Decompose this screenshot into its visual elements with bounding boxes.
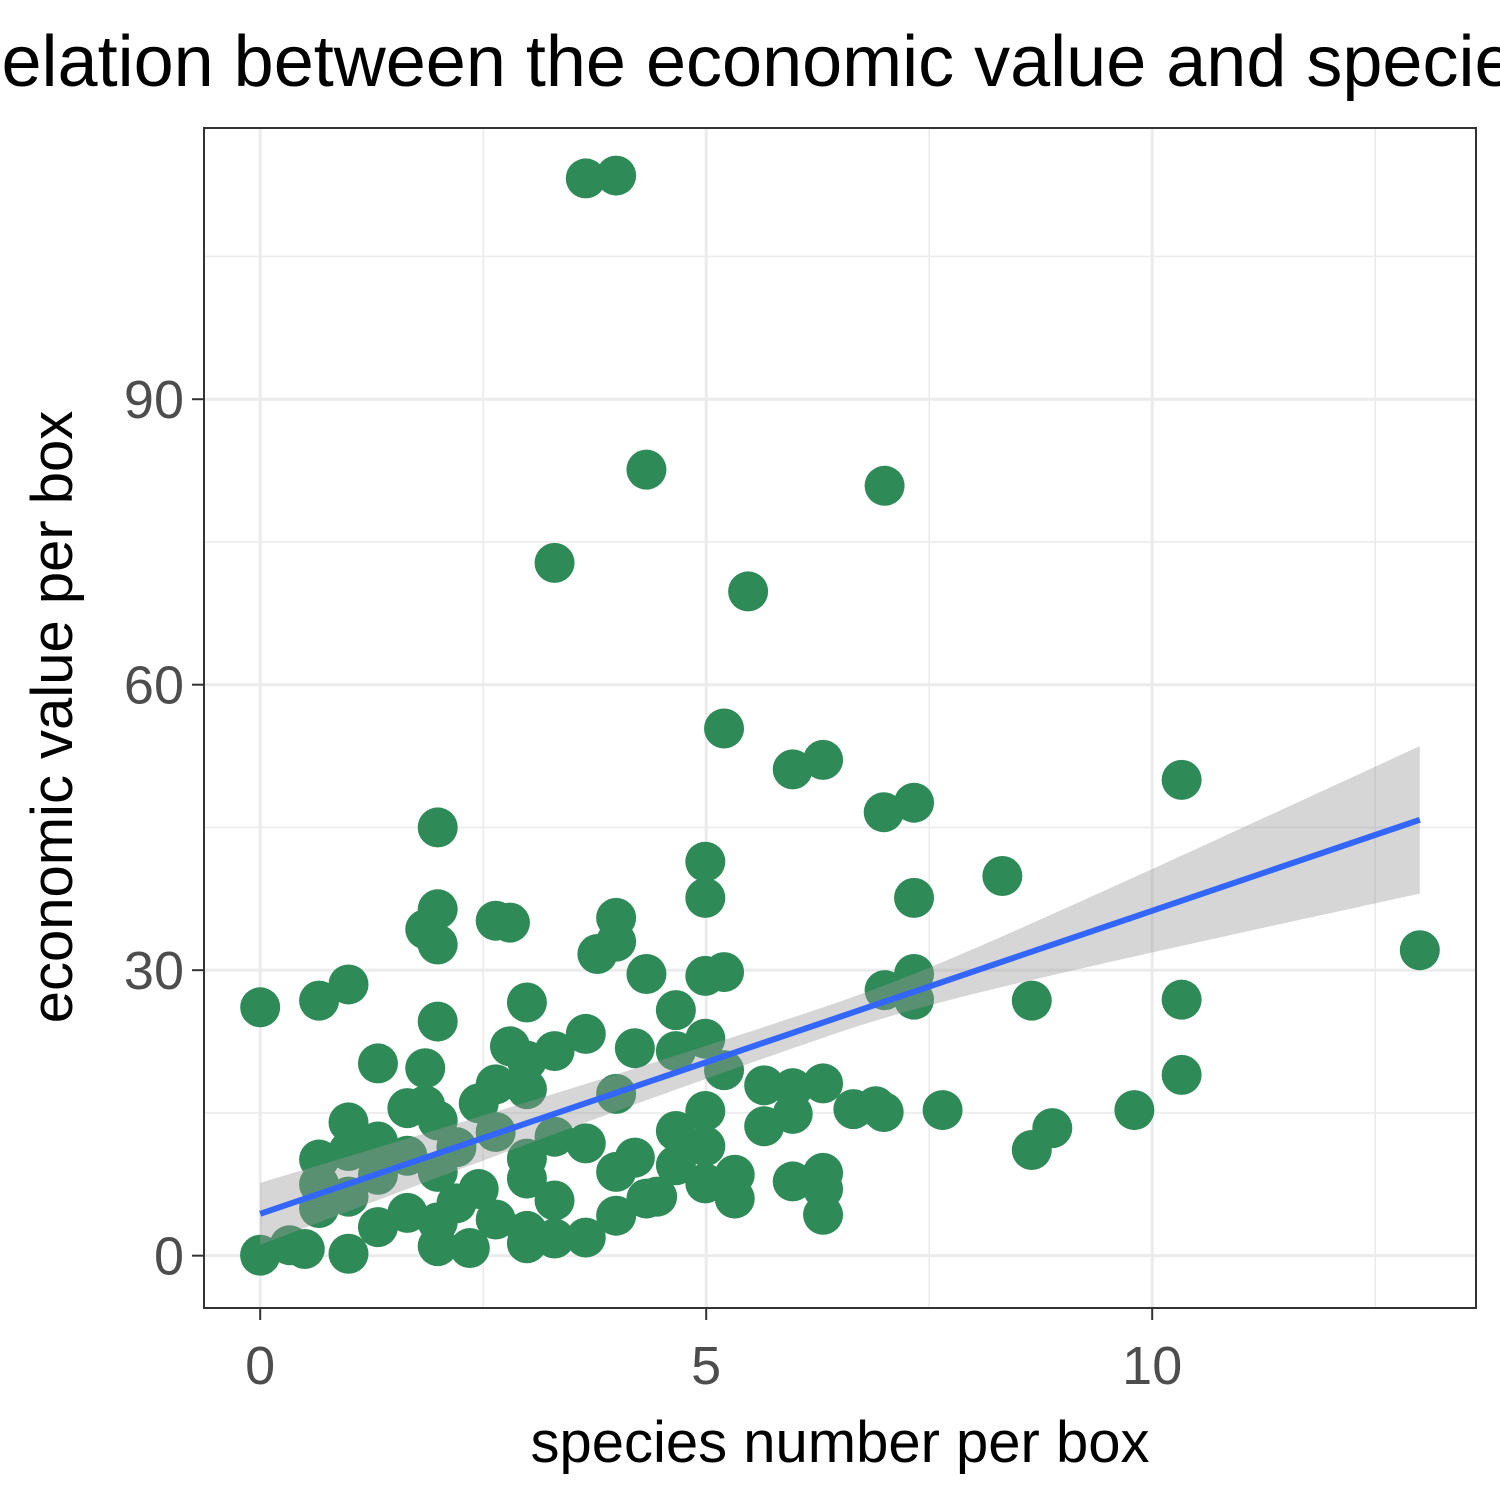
data-point [284,1229,325,1269]
data-point [577,934,618,974]
data-point [240,987,281,1028]
data-point [328,1130,369,1171]
y-tick-label: 30 [124,941,184,1001]
data-point [714,1178,755,1219]
data-point [803,739,844,780]
data-point [772,749,813,790]
data-point [855,1086,896,1127]
data-point [328,1102,369,1143]
data-point [894,782,935,823]
data-point [685,1163,726,1204]
y-tick-label: 60 [124,656,184,716]
data-point [506,1069,547,1110]
data-point [803,1194,844,1235]
axes: 0 5 10 0 30 60 90 [124,370,1182,1396]
data-point [534,1180,575,1221]
data-point [626,953,667,994]
data-point [475,1199,516,1240]
data-point [596,1151,637,1192]
data-point [655,990,696,1031]
data-point [704,952,745,993]
data-point [894,877,935,918]
data-point [417,1151,458,1192]
x-tick-label: 5 [691,1336,721,1396]
data-point [1011,1130,1052,1171]
data-point [417,807,458,848]
data-point [565,1013,606,1054]
x-tick-label: 10 [1122,1336,1182,1396]
data-point [637,1176,678,1217]
data-point [803,1063,844,1104]
fit-line [259,816,1421,1217]
data-point [417,924,458,965]
fit-line-layer [259,816,1421,1217]
data-point [685,877,726,918]
chart-title: Relation between the economic value and … [0,22,1500,102]
data-point [728,571,769,612]
data-point [357,1043,398,1084]
data-point [614,1028,655,1069]
data-point [626,449,667,490]
data-point [240,1234,281,1275]
data-point [328,1233,369,1274]
data-point [565,1123,606,1164]
data-point [864,465,905,506]
data-point [506,1158,547,1199]
data-point [489,902,530,943]
data-point [417,1226,458,1267]
data-point [596,155,637,196]
data-point [565,1217,606,1258]
data-point [1114,1090,1155,1131]
data-point [299,980,340,1021]
data-point [405,1048,446,1089]
confidence-band [260,746,1420,1245]
data-point [506,982,547,1023]
data-point [772,1093,813,1134]
grid [204,128,1476,1308]
data-point [534,1116,575,1157]
data-point [1011,980,1052,1021]
y-tick-label: 90 [124,370,184,430]
data-point [655,1111,696,1151]
data-point [655,1031,696,1072]
data-point [417,1001,458,1042]
data-point [685,1091,726,1132]
data-point [704,708,745,749]
data-point [685,841,726,882]
data-point [534,542,575,583]
data-point [655,1145,696,1186]
data-point [534,1218,575,1259]
x-axis-title: species number per box [531,1410,1150,1475]
x-tick-label: 0 [245,1336,275,1396]
data-point [565,158,606,199]
data-point [982,855,1023,896]
confidence-band-layer [260,746,1420,1245]
data-point [1161,759,1202,800]
data-point [328,964,369,1005]
y-axis-title: economic value per box [20,411,85,1024]
data-points [240,155,1440,1276]
data-point [596,1195,637,1236]
data-point [449,1228,490,1269]
data-point [772,1161,813,1202]
data-point [863,792,904,833]
data-point [922,1090,963,1131]
data-point [506,1040,547,1081]
data-point [357,1207,398,1248]
y-tick-label: 0 [154,1227,184,1287]
data-point [1161,1054,1202,1095]
data-point [1161,979,1202,1020]
data-point [1399,930,1440,971]
panel-border [203,127,1477,1309]
data-point [685,1126,726,1167]
